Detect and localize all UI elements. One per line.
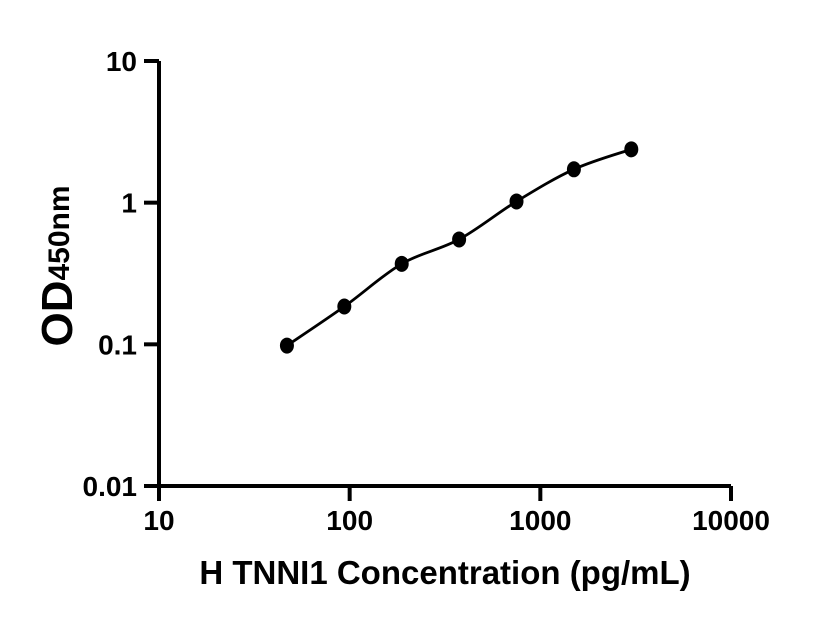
y-axis-title-main: OD (33, 280, 82, 347)
y-tick-label: 10 (106, 46, 137, 77)
x-tick-label: 1000 (509, 505, 571, 536)
y-tick-label: 1 (121, 188, 137, 219)
y-axis-title: OD450nm (29, 116, 87, 416)
y-tick-label: 0.1 (98, 329, 137, 360)
data-point (337, 298, 352, 315)
data-point (452, 231, 467, 248)
x-tick-label: 10000 (692, 505, 770, 536)
x-tick-label: 10 (143, 505, 174, 536)
x-tick-label: 100 (326, 505, 373, 536)
data-point (624, 141, 639, 158)
y-axis-title-subscript: 450nm (43, 185, 76, 281)
x-axis-title: H TNNI1 Concentration (pg/mL) (199, 554, 691, 591)
data-point (509, 193, 524, 210)
y-tick-label: 0.01 (83, 471, 138, 502)
data-point (279, 337, 294, 354)
fit-curve (286, 147, 632, 347)
data-point (394, 255, 409, 272)
data-point (566, 161, 581, 178)
